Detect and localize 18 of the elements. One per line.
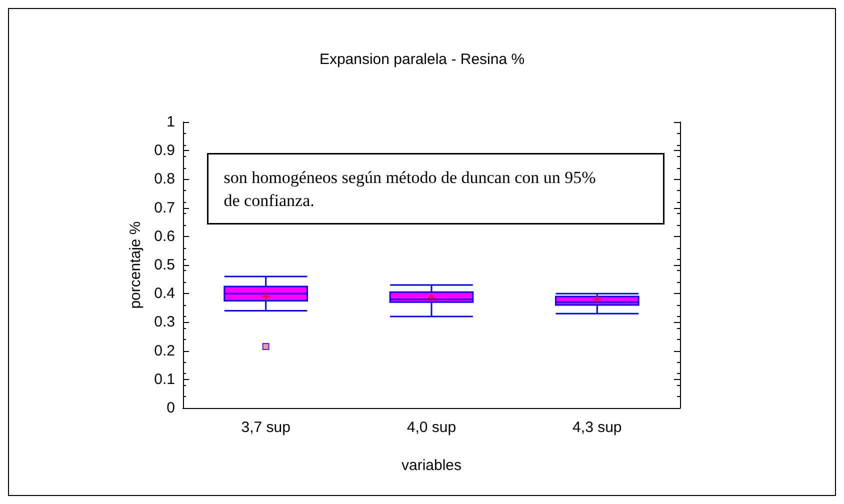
y-tick-label: 0.3 — [154, 314, 175, 331]
y-tick-label: 0.4 — [154, 285, 175, 302]
y-tick-label: 0.1 — [154, 370, 175, 388]
chart-title: Expansion paralela - Resina % — [319, 51, 525, 68]
y-tick-label: 0.7 — [154, 199, 175, 216]
x-tick-label: 4,0 sup — [406, 419, 456, 436]
x-axis-title: variables — [401, 457, 462, 474]
y-tick-label: 0.9 — [154, 142, 175, 160]
y-tick-label: 0.5 — [154, 256, 175, 274]
y-tick-label: 1 — [166, 114, 175, 130]
y-tick-label: 0.2 — [154, 342, 175, 360]
y-tick-label: 0.6 — [154, 228, 175, 245]
x-tick-label: 4,3 sup — [572, 419, 622, 436]
y-axis-title: porcentaje % — [127, 221, 144, 309]
annotation: son homogéneos según método de duncan con un 95% de confianza. — [224, 168, 600, 210]
y-tick-label: 0.8 — [154, 170, 175, 188]
y-tick-label: 0 — [166, 400, 175, 416]
x-tick-label: 3,7 sup — [241, 419, 290, 436]
